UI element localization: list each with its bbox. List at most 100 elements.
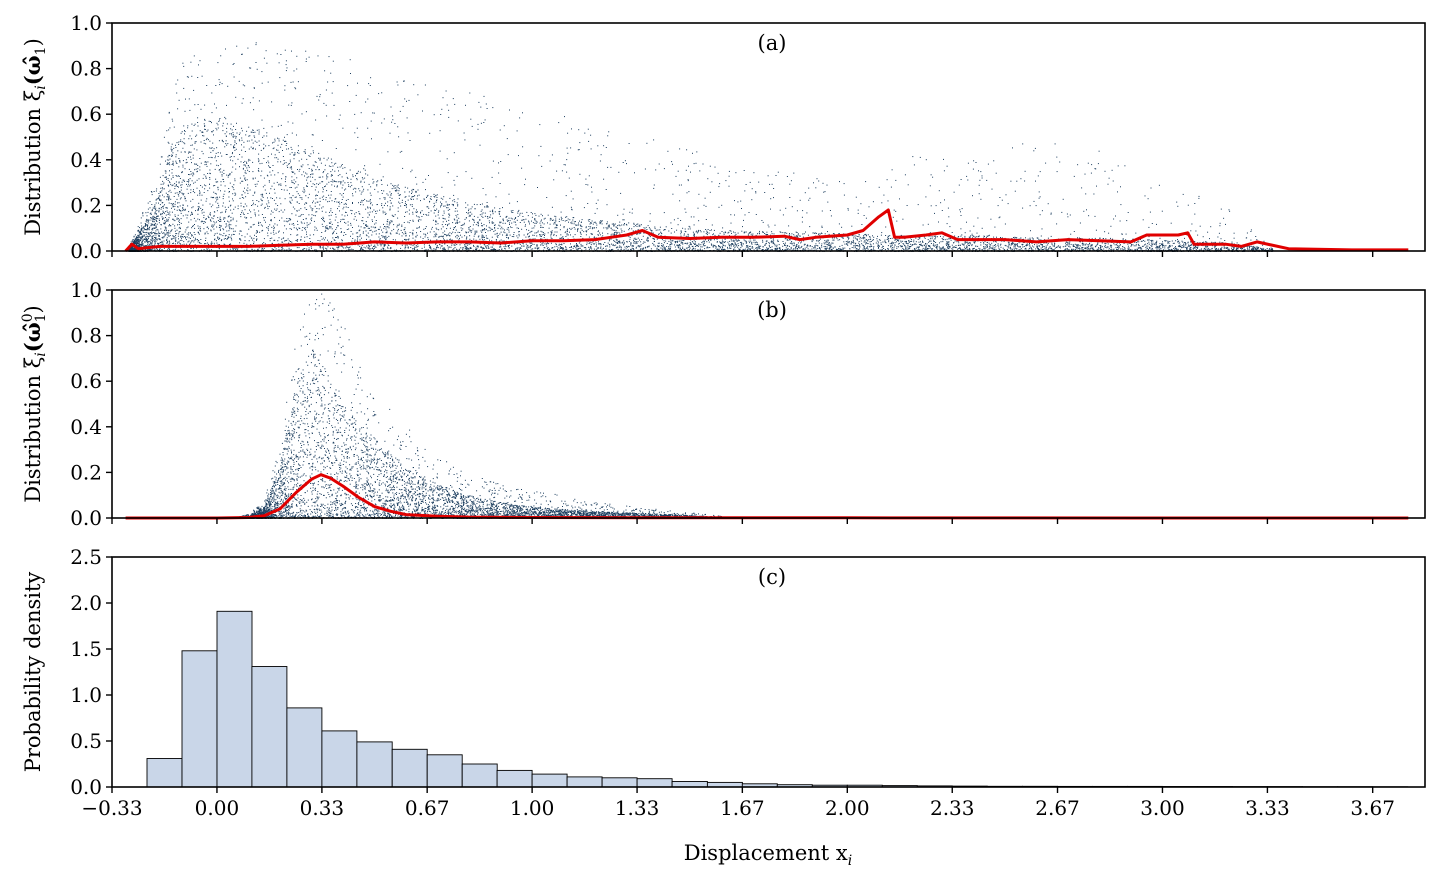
- panel-a-scatter-point: [1007, 241, 1009, 243]
- panel-a-scatter-point: [591, 191, 593, 193]
- panel-a-scatter-point: [330, 208, 332, 210]
- panel-a-scatter-point: [772, 249, 773, 251]
- panel-a-scatter-point: [203, 192, 205, 193]
- panel-a-scatter-point: [1122, 239, 1124, 241]
- panel-a-scatter-point: [256, 230, 257, 232]
- panel-a-scatter-point: [892, 249, 894, 251]
- panel-a-scatter-point: [566, 220, 568, 221]
- panel-a-scatter-point: [339, 210, 340, 212]
- panel-a-scatter-point: [376, 204, 378, 206]
- panel-a-scatter-point: [701, 242, 703, 244]
- panel-a-scatter-point: [1107, 246, 1109, 248]
- panel-a-scatter-point: [492, 107, 494, 109]
- panel-a-scatter-point: [428, 207, 430, 209]
- panel-a-scatter-point: [825, 241, 827, 243]
- panel-a-scatter-point: [167, 180, 169, 181]
- panel-a-scatter-point: [220, 212, 222, 214]
- panel-a-scatter-point: [746, 248, 748, 250]
- panel-a-scatter-point: [470, 243, 472, 245]
- panel-a-scatter-point: [454, 210, 456, 212]
- panel-a-scatter-point: [430, 198, 432, 200]
- panel-a-scatter-point: [387, 151, 389, 153]
- panel-a-scatter-point: [276, 208, 278, 210]
- panel-a-scatter-point: [166, 241, 168, 243]
- panel-a-scatter-point: [361, 177, 363, 179]
- panel-a-scatter-point: [1059, 161, 1061, 163]
- panel-a-scatter-point: [436, 199, 438, 201]
- panel-a-scatter-point: [371, 204, 373, 206]
- panel-a-scatter-point: [570, 222, 572, 224]
- panel-a-scatter-point: [170, 178, 172, 180]
- panel-a-scatter-point: [203, 174, 205, 176]
- panel-a-scatter-point: [143, 232, 145, 233]
- panel-a-scatter-point: [140, 249, 142, 251]
- panel-a-scatter-point: [223, 193, 225, 195]
- panel-a-scatter-point: [983, 235, 985, 237]
- panel-a-scatter-point: [258, 161, 260, 163]
- panel-a-scatter-point: [1155, 243, 1157, 245]
- panel-a-scatter-point: [197, 241, 199, 243]
- panel-a-scatter-point: [466, 236, 468, 238]
- panel-a-scatter-point: [799, 199, 801, 201]
- panel-a-scatter-point: [396, 226, 398, 228]
- panel-a-scatter-point: [190, 184, 191, 186]
- panel-a-scatter-point: [248, 158, 250, 160]
- panel-a-scatter-point: [345, 202, 347, 204]
- panel-a-scatter-point: [669, 248, 671, 249]
- panel-a-scatter-point: [1185, 244, 1187, 246]
- panel-a-scatter-point: [579, 231, 581, 233]
- panel-a-scatter-point: [232, 233, 234, 235]
- panel-a-scatter-point: [218, 204, 220, 206]
- panel-a-scatter-point: [248, 240, 250, 242]
- panel-a-scatter-point: [391, 121, 393, 123]
- panel-a-scatter-point: [474, 232, 476, 234]
- panel-a-scatter-point: [600, 222, 602, 223]
- panel-a-scatter-point: [839, 181, 840, 183]
- panel-a-scatter-point: [837, 239, 839, 241]
- panel-a-scatter-point: [254, 183, 256, 185]
- panel-a-scatter-point: [184, 143, 186, 145]
- panel-a-scatter-point: [146, 215, 148, 217]
- panel-a-scatter-point: [608, 240, 610, 242]
- panel-a-scatter-point: [1235, 249, 1237, 251]
- panel-a-scatter-point: [758, 248, 760, 250]
- panel-a-scatter-point: [168, 235, 170, 237]
- panel-a-scatter-point: [404, 227, 406, 229]
- panel-a-scatter-point: [751, 234, 753, 236]
- panel-a-scatter-point: [884, 249, 886, 250]
- panel-a-scatter-point: [1148, 241, 1150, 243]
- panel-a-scatter-point: [1158, 246, 1160, 248]
- panel-a-scatter-point: [138, 242, 140, 244]
- panel-a-scatter-point: [165, 214, 167, 216]
- panel-a-scatter-point: [802, 249, 804, 251]
- panel-a-scatter-point: [1192, 247, 1194, 249]
- panel-a-scatter-point: [200, 230, 202, 232]
- panel-a-scatter-point: [435, 220, 437, 222]
- panel-a-scatter-point: [209, 213, 211, 215]
- panel-a-scatter-point: [151, 238, 153, 240]
- panel-a-scatter-point: [349, 186, 351, 188]
- panel-a-scatter-point: [343, 234, 345, 236]
- panel-a-scatter-point: [319, 247, 321, 249]
- panel-a-scatter-point: [1175, 240, 1177, 242]
- panel-a-scatter-point: [1265, 249, 1267, 251]
- panel-a-scatter-point: [406, 100, 407, 102]
- panel-a-scatter-point: [854, 237, 856, 239]
- panel-a-scatter-point: [557, 247, 559, 249]
- panel-a-scatter-point: [328, 194, 330, 196]
- panel-a-scatter-point: [891, 169, 893, 171]
- panel-a-scatter-point: [688, 246, 690, 248]
- panel-a-scatter-point: [180, 218, 182, 220]
- panel-a-scatter-point: [926, 245, 927, 247]
- panel-a-scatter-point: [1263, 240, 1265, 242]
- panel-a-scatter-point: [930, 243, 932, 244]
- panel-a-scatter-point: [409, 235, 410, 237]
- panel-a-scatter-point: [159, 238, 161, 240]
- panel-a-scatter-point: [616, 232, 618, 234]
- panel-a-scatter-point: [289, 223, 291, 225]
- panel-a-scatter-point: [974, 241, 976, 243]
- panel-a-scatter-point: [508, 193, 510, 195]
- panel-a-scatter-point: [766, 231, 768, 233]
- panel-a-scatter-point: [305, 202, 307, 204]
- panel-a-scatter-point: [552, 247, 554, 249]
